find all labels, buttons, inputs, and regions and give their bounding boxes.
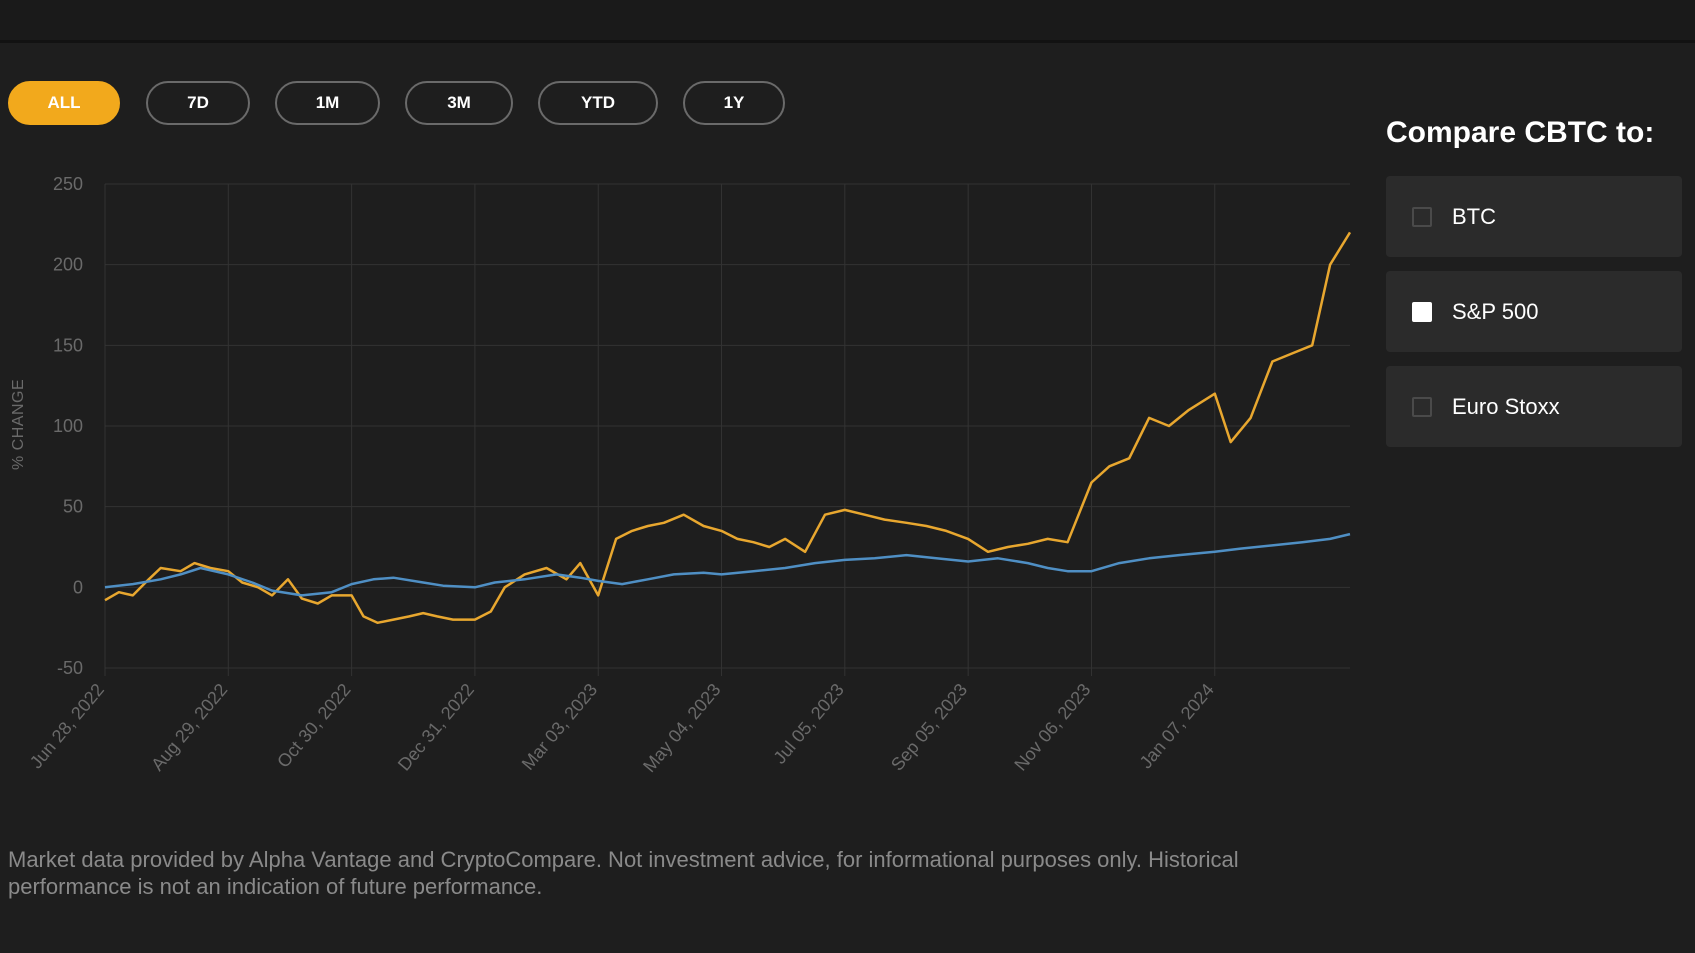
y-tick-label: -50 [57, 658, 83, 678]
x-tick-label: Jun 28, 2022 [26, 680, 108, 773]
x-tick-label: Aug 29, 2022 [147, 680, 231, 775]
y-tick-label: 100 [53, 416, 83, 436]
checkbox[interactable] [1412, 301, 1432, 322]
performance-chart: 250 200 150 100 50 0 -50 Jun 28, 2022 Aug 29, 20… [0, 150, 1370, 810]
range-button-all[interactable]: ALL [8, 81, 120, 125]
compare-title: Compare CBTC to: [1386, 116, 1655, 149]
compare-option-label: BTC [1452, 203, 1496, 229]
y-tick-label: 150 [53, 335, 83, 355]
range-button-ytd[interactable]: YTD [538, 81, 658, 125]
x-tick-label: May 04, 2023 [639, 680, 724, 776]
x-tick-label: Nov 06, 2023 [1010, 680, 1094, 775]
y-tick-label: 50 [63, 497, 83, 517]
compare-option-label: S&P 500 [1452, 298, 1539, 324]
compare-options: BTC S&P 500 Euro Stoxx [1386, 176, 1682, 447]
y-tick-label: 0 [73, 577, 83, 597]
compare-option-btc[interactable]: BTC [1386, 176, 1682, 257]
x-tick-label: Jan 07, 2024 [1136, 680, 1218, 773]
range-button-1y[interactable]: 1Y [683, 81, 785, 125]
x-tick-label: Oct 30, 2022 [273, 680, 355, 772]
compare-option-euro-stoxx[interactable]: Euro Stoxx [1386, 366, 1682, 447]
x-tick-label: Jul 05, 2023 [770, 680, 848, 768]
compare-option-s-p-500[interactable]: S&P 500 [1386, 271, 1682, 352]
y-axis-title: % CHANGE [10, 378, 27, 470]
y-tick-label: 200 [53, 255, 83, 275]
checkbox[interactable] [1412, 396, 1432, 417]
range-button-7d[interactable]: 7D [146, 81, 250, 125]
x-tick-label: Dec 31, 2022 [394, 680, 478, 775]
series-line-sp500 [104, 532, 1351, 597]
disclaimer-text: Market data provided by Alpha Vantage an… [8, 847, 1239, 899]
compare-panel: Compare CBTC to: BTC S&P 500 Euro Stoxx [1386, 116, 1682, 461]
top-bar [0, 0, 1695, 43]
series-line-cbtc [104, 231, 1352, 625]
range-button-3m[interactable]: 3M [405, 81, 513, 125]
range-button-1m[interactable]: 1M [275, 81, 380, 125]
x-tick-label: Sep 05, 2023 [887, 680, 971, 775]
compare-option-label: Euro Stoxx [1452, 393, 1560, 419]
x-tick-label: Mar 03, 2023 [518, 680, 602, 774]
y-tick-label: 250 [53, 174, 83, 194]
checkbox[interactable] [1412, 206, 1432, 227]
